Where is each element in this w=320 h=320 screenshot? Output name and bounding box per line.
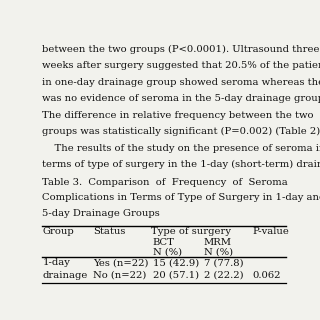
Text: Complications in Terms of Type of Surgery in 1-day and: Complications in Terms of Type of Surger… [43,193,320,202]
Text: The results of the study on the presence of seroma in: The results of the study on the presence… [43,144,320,153]
Text: Yes (n=22): Yes (n=22) [93,258,149,267]
Text: Status: Status [93,227,126,236]
Text: 2 (22.2): 2 (22.2) [204,271,243,280]
Text: weeks after surgery suggested that 20.5% of the patients: weeks after surgery suggested that 20.5%… [43,61,320,70]
Text: 0.062: 0.062 [252,271,281,280]
Text: 20 (57.1): 20 (57.1) [153,271,199,280]
Text: 5-day Drainage Groups: 5-day Drainage Groups [43,209,160,218]
Text: between the two groups (P<0.0001). Ultrasound three: between the two groups (P<0.0001). Ultra… [43,44,320,54]
Text: The difference in relative frequency between the two: The difference in relative frequency bet… [43,111,314,120]
Text: terms of type of surgery in the 1-day (short-term) drainage: terms of type of surgery in the 1-day (s… [43,160,320,169]
Text: 15 (42.9): 15 (42.9) [153,258,199,267]
Text: 7 (77.8): 7 (77.8) [204,258,243,267]
Text: Group: Group [43,227,74,236]
Text: Table 3.  Comparison  of  Frequency  of  Seroma: Table 3. Comparison of Frequency of Sero… [43,178,288,187]
Text: N (%): N (%) [204,247,233,256]
Text: drainage: drainage [43,271,88,280]
Text: in one-day drainage group showed seroma whereas there: in one-day drainage group showed seroma … [43,77,320,87]
Text: N (%): N (%) [153,247,182,256]
Text: BCT: BCT [153,238,175,247]
Text: Type of surgery: Type of surgery [151,227,231,236]
Text: 1-day: 1-day [43,258,70,267]
Text: MRM: MRM [204,238,232,247]
Text: P-value: P-value [252,227,289,236]
Text: No (n=22): No (n=22) [93,271,147,280]
Text: groups was statistically significant (P=0.002) (Table 2).: groups was statistically significant (P=… [43,127,320,136]
Text: was no evidence of seroma in the 5-day drainage group.: was no evidence of seroma in the 5-day d… [43,94,320,103]
